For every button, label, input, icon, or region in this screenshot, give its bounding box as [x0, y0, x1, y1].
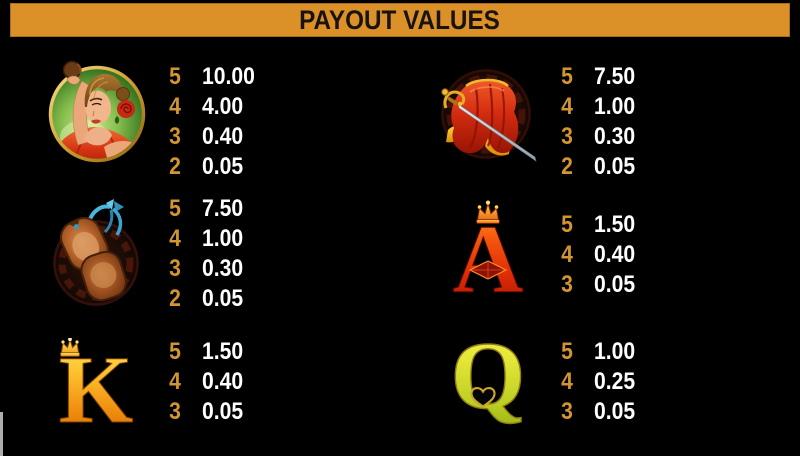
payout-row: 4 1.00: [552, 92, 641, 122]
payout-value: 10.00: [202, 63, 255, 90]
payout-rows: 5 10.00 4 4.00 3 0.40 2 0.05: [160, 62, 262, 182]
payout-row: 3 0.05: [552, 270, 641, 300]
queen-letter-icon: Q: [450, 328, 526, 428]
scrollbar-fragment[interactable]: [0, 412, 3, 456]
paytable-cell-ace: A 5 1.50 4 0.40 3 0.05: [432, 183, 784, 327]
match-count: 5: [169, 63, 181, 90]
payout-value: 0.05: [594, 153, 636, 180]
king-letter-icon: K: [58, 338, 134, 426]
payout-value: 1.50: [202, 338, 244, 365]
payout-value: 1.00: [202, 225, 244, 252]
king-symbol: K: [40, 338, 152, 426]
payout-rows: 5 1.50 4 0.40 3 0.05: [160, 337, 249, 427]
match-count: 3: [169, 123, 181, 150]
cape-and-sword-icon: [441, 69, 537, 162]
payout-row: 3 0.05: [160, 397, 249, 427]
match-count: 4: [169, 368, 181, 395]
match-count: 4: [169, 225, 181, 252]
payout-row: 3 0.30: [552, 122, 641, 152]
payout-value: 1.50: [594, 211, 636, 238]
payout-row: 5 7.50: [160, 194, 249, 224]
payout-value: 0.05: [202, 398, 244, 425]
payout-row: 5 1.50: [160, 337, 249, 367]
paytable-cell-queen: Q 5 1.00 4 0.25 3 0.05: [432, 310, 784, 454]
paytable-cell-cape: 5 7.50 4 1.00 3 0.30 2 0.05: [432, 50, 784, 194]
payout-rows: 5 1.50 4 0.40 3 0.05: [552, 210, 641, 300]
payout-row: 4 4.00: [160, 92, 262, 122]
payout-value: 0.30: [594, 123, 636, 150]
payout-value: 1.00: [594, 93, 636, 120]
payout-value: 0.40: [202, 123, 244, 150]
queen-letter: Q: [451, 328, 526, 428]
payout-row: 3 0.05: [552, 397, 641, 427]
match-count: 3: [169, 398, 181, 425]
match-count: 5: [169, 338, 181, 365]
payout-row: 3 0.30: [160, 254, 249, 284]
payout-row: 2 0.05: [160, 284, 249, 314]
match-count: 4: [561, 368, 573, 395]
payout-row: 4 0.25: [552, 367, 641, 397]
payout-value: 0.05: [202, 153, 244, 180]
match-count: 5: [169, 195, 181, 222]
payout-value: 4.00: [202, 93, 244, 120]
payout-value: 0.30: [202, 255, 244, 282]
payout-row: 2 0.05: [552, 152, 641, 182]
paytable-cell-dancer: 5 10.00 4 4.00 3 0.40 2 0.05: [40, 50, 392, 194]
payout-row: 5 10.00: [160, 62, 262, 92]
payout-row: 5 7.50: [552, 62, 641, 92]
payout-row: 2 0.05: [160, 152, 262, 182]
match-count: 5: [561, 63, 573, 90]
page-title: PAYOUT VALUES: [299, 4, 501, 35]
payout-row: 5 1.50: [552, 210, 641, 240]
payout-value: 7.50: [594, 63, 636, 90]
match-count: 3: [561, 398, 573, 425]
match-count: 4: [169, 93, 181, 120]
paytable-cell-king: K 5 1.50 4 0.40 3 0.05: [40, 310, 392, 454]
match-count: 3: [169, 255, 181, 282]
flamenco-dancer-icon: [48, 60, 146, 163]
paytable-cell-castanets: 5 7.50 4 1.00 3 0.30 2 0.05: [40, 182, 392, 326]
castanets-symbol: [40, 197, 152, 311]
match-count: 2: [169, 153, 181, 180]
payout-rows: 5 1.00 4 0.25 3 0.05: [552, 337, 641, 427]
payout-value: 0.05: [594, 271, 636, 298]
queen-symbol: Q: [432, 328, 544, 428]
payout-rows: 5 7.50 4 1.00 3 0.30 2 0.05: [552, 62, 641, 182]
payout-value: 0.05: [594, 398, 636, 425]
payout-value: 1.00: [594, 338, 636, 365]
payout-rows: 5 7.50 4 1.00 3 0.30 2 0.05: [160, 194, 249, 314]
payout-row: 3 0.40: [160, 122, 262, 152]
payout-value: 0.25: [594, 368, 636, 395]
payout-row: 4 0.40: [552, 240, 641, 270]
cape-sword-symbol: [432, 58, 544, 164]
match-count: 2: [561, 153, 573, 180]
ace-letter: A: [453, 206, 524, 294]
payout-value: 0.40: [202, 368, 244, 395]
payout-row: 4 0.40: [160, 367, 249, 397]
payout-row: 5 1.00: [552, 337, 641, 367]
match-count: 5: [561, 211, 573, 238]
match-count: 3: [561, 271, 573, 298]
match-count: 2: [169, 285, 181, 312]
ace-symbol: A: [432, 200, 544, 294]
castanets-icon: [53, 199, 139, 306]
ace-letter-icon: A: [452, 200, 524, 294]
match-count: 3: [561, 123, 573, 150]
payout-value: 7.50: [202, 195, 244, 222]
match-count: 5: [561, 338, 573, 365]
flamenco-dancer-symbol: [40, 55, 152, 169]
payout-row: 4 1.00: [160, 224, 249, 254]
payout-value: 0.40: [594, 241, 636, 268]
match-count: 4: [561, 241, 573, 268]
match-count: 4: [561, 93, 573, 120]
header-bar: PAYOUT VALUES: [10, 3, 790, 37]
payout-value: 0.05: [202, 285, 244, 312]
